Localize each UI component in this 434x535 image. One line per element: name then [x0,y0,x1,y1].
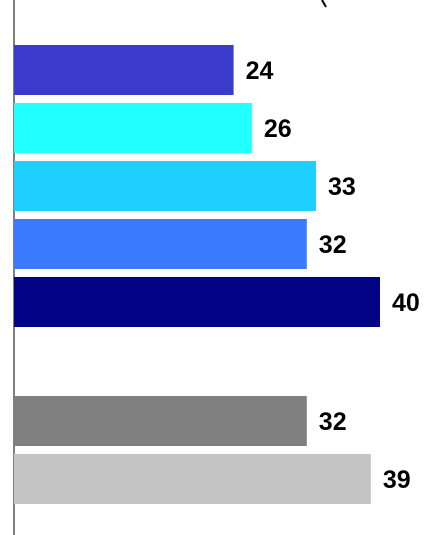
bar-3 [14,161,316,211]
bar-6-value-label: 32 [319,408,347,436]
truncated-top-mark [321,0,327,8]
bar-1-value-label: 24 [246,57,274,85]
bar-1 [14,45,234,95]
bars-group [14,45,380,504]
bar-5 [14,277,380,327]
bar-7 [14,454,371,504]
bar-2 [14,103,252,153]
bar-3-value-label: 33 [328,173,356,201]
bar-5-value-label: 40 [392,289,420,317]
bar-6 [14,396,307,446]
data-labels-group: 24 26 33 32 40 32 39 [246,57,420,494]
bar-2-value-label: 26 [264,115,292,143]
bar-7-value-label: 39 [383,466,411,494]
bar-4-value-label: 32 [319,231,347,259]
bar-4 [14,219,307,269]
